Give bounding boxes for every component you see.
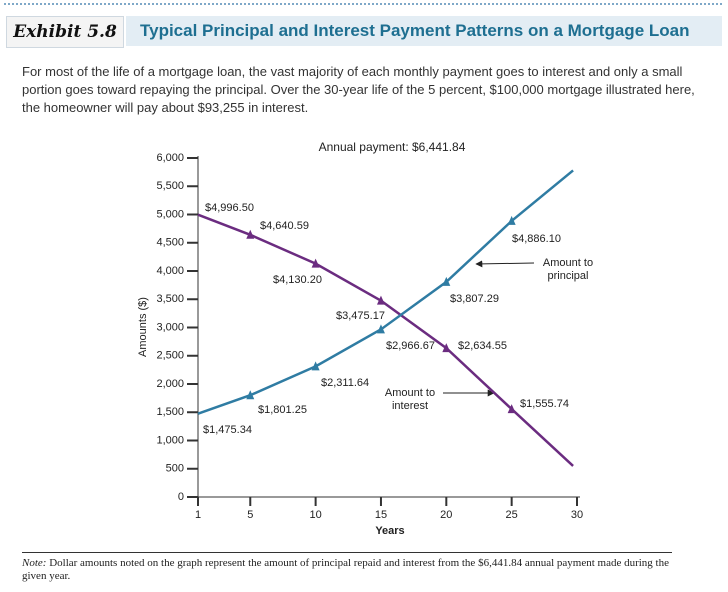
y-axis-label: Amounts ($) — [137, 297, 149, 357]
x-tick-label: 15 — [375, 509, 387, 521]
y-tick-label: 3,500 — [156, 293, 184, 305]
value-label: $3,807.29 — [450, 293, 499, 305]
value-label: $1,555.74 — [520, 398, 569, 410]
point-marker — [376, 324, 385, 334]
x-axis-label: Years — [375, 525, 404, 537]
x-tick-label: 1 — [195, 509, 201, 521]
x-tick-label: 20 — [440, 509, 452, 521]
annotation: Annual payment: $6,441.84 — [319, 140, 466, 154]
y-tick-label: 500 — [166, 463, 184, 475]
x-tick-label: 5 — [247, 509, 253, 521]
point-marker — [442, 343, 451, 353]
point-marker — [507, 215, 516, 225]
value-label: $2,634.55 — [458, 340, 507, 352]
y-tick-label: 1,500 — [156, 406, 184, 418]
point-marker — [311, 361, 320, 371]
point-marker — [376, 295, 385, 305]
note: Note: Dollar amounts noted on the graph … — [22, 552, 672, 583]
y-tick-label: 5,000 — [156, 208, 184, 220]
y-tick-label: 1,000 — [156, 434, 184, 446]
y-tick-label: 2,000 — [156, 378, 184, 390]
point-marker — [311, 258, 320, 268]
exhibit-title: Typical Principal and Interest Payment P… — [126, 16, 722, 46]
series-label-line: principal — [548, 270, 589, 282]
value-label: $4,886.10 — [512, 233, 561, 245]
series-label-line: Amount to — [385, 387, 435, 399]
series-label-line: interest — [392, 400, 428, 412]
value-label: $2,311.64 — [321, 377, 369, 389]
value-label: $1,801.25 — [258, 404, 307, 416]
y-tick-label: 2,500 — [156, 350, 184, 362]
y-tick-label: 5,500 — [156, 180, 184, 192]
value-label: $1,475.34 — [203, 424, 252, 436]
y-tick-label: 4,500 — [156, 237, 184, 249]
point-marker — [442, 276, 451, 286]
series-label: Amount to interest — [385, 387, 435, 412]
y-tick-label: 0 — [178, 491, 184, 503]
annotation-arrow — [475, 260, 535, 268]
point-marker — [246, 390, 255, 400]
x-tick-label: 30 — [571, 509, 583, 521]
series-line — [197, 169, 574, 415]
y-tick-label: 3,000 — [156, 321, 184, 333]
value-label: $2,966.67 — [386, 340, 435, 352]
intro-text: For most of the life of a mortgage loan,… — [22, 64, 695, 115]
x-tick-label: 25 — [506, 509, 518, 521]
y-tick-label: 4,000 — [156, 265, 184, 277]
series-label: Amount to principal — [543, 257, 593, 282]
divider — [4, 3, 722, 5]
point-marker — [246, 229, 255, 239]
point-marker — [507, 404, 516, 414]
series-label-line: Amount to — [543, 257, 593, 269]
value-label: $3,475.17 — [336, 310, 385, 322]
exhibit-label: Exhibit 5.8 — [6, 16, 124, 48]
value-label: $4,640.59 — [260, 220, 309, 232]
note-text: Dollar amounts noted on the graph repres… — [22, 557, 669, 582]
x-tick-label: 10 — [309, 509, 321, 521]
value-label: $4,130.20 — [273, 274, 322, 286]
value-label: $4,996.50 — [205, 202, 254, 214]
y-tick-label: 6,000 — [156, 152, 184, 164]
note-label: Note: — [22, 557, 47, 569]
